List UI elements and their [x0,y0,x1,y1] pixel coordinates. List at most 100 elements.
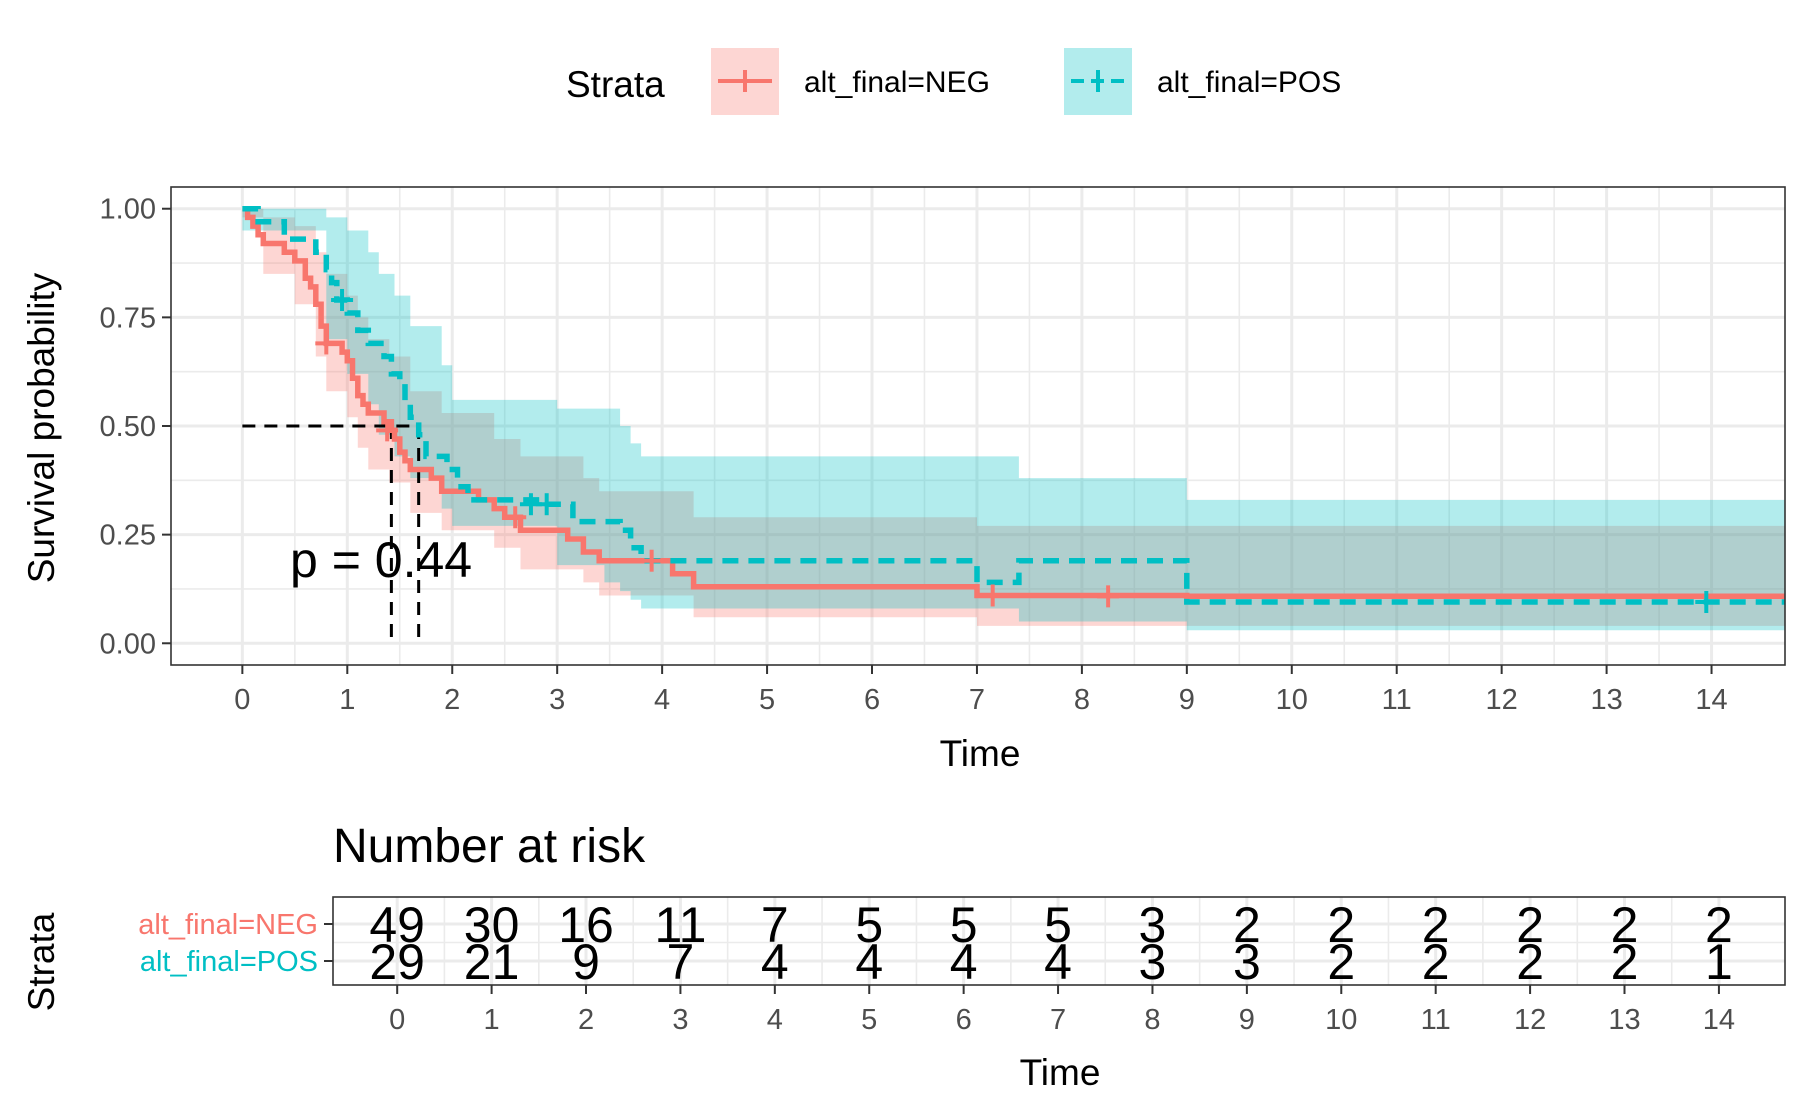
censor-mark-pos [1695,590,1718,613]
risk-count-pos: 9 [572,934,600,990]
risk-count-neg: 5 [855,897,883,953]
y-axis-ticks: 0.00 0.25 0.50 0.75 1.00 [100,194,171,660]
risk-x-axis-ticks: 0 1 2 3 4 5 6 7 8 9 10 11 12 13 14 [389,985,1735,1036]
y-axis-title: Survival probability [21,272,62,583]
x-tick-label: 7 [969,684,985,716]
legend-label-pos: alt_final=POS [1157,66,1341,99]
x-tick-label: 8 [1074,684,1090,716]
censor-mark-neg [981,584,1004,607]
risk-x-tick-label: 9 [1239,1004,1255,1036]
risk-row-label-pos: alt_final=POS [140,946,318,978]
risk-x-tick-label: 14 [1703,1004,1735,1036]
risk-x-tick-label: 2 [578,1004,594,1036]
x-tick-label: 2 [444,684,460,716]
x-tick-label: 6 [864,684,880,716]
risk-x-tick-label: 8 [1144,1004,1160,1036]
survival-curve-pos [242,205,1785,605]
risk-count-pos: 3 [1233,934,1261,990]
risk-x-tick-label: 4 [767,1004,783,1036]
risk-count-neg: 2 [1611,897,1639,953]
risk-table-title: Number at risk [333,820,646,873]
risk-x-tick-label: 11 [1421,1004,1451,1036]
risk-x-tick-label: 7 [1050,1004,1066,1036]
x-axis-title: Time [940,733,1021,774]
risk-count-pos: 2 [1327,934,1355,990]
risk-table-values: 49 30 16 11 7 5 5 5 3 2 2 2 2 2 229 21 9 7 4 4 4 4 3 3 2 2 2 2 1 [369,897,1732,990]
risk-table-grid [333,897,1785,985]
risk-x-tick-label: 1 [484,1004,500,1036]
censor-mark-pos [331,288,354,311]
censor-mark-neg [504,506,527,529]
x-tick-label: 1 [339,684,355,716]
risk-x-tick-label: 3 [672,1004,688,1036]
risk-count-pos: 2 [1516,934,1544,990]
risk-x-tick-label: 10 [1325,1004,1357,1036]
x-axis-ticks: 0 1 2 3 4 5 6 7 8 9 10 11 12 13 14 [234,665,1728,716]
risk-count-pos: 4 [855,934,883,990]
censor-mark-neg [1097,585,1120,608]
x-tick-label: 0 [234,684,250,716]
risk-count-neg: 5 [1044,897,1072,953]
censor-mark-neg [640,549,663,572]
risk-x-axis-title: Time [1020,1052,1101,1093]
risk-count-neg: 2 [1705,897,1733,953]
risk-count-pos: 2 [1611,934,1639,990]
legend-label-neg: alt_final=NEG [804,66,990,99]
risk-count-pos: 4 [1044,934,1072,990]
risk-count-neg: 2 [1327,897,1355,953]
risk-count-pos: 21 [464,934,520,990]
confidence-band-pos [242,208,1785,631]
y-tick-label: 0.75 [100,302,156,334]
x-tick-label: 13 [1590,684,1622,716]
y-tick-label: 1.00 [100,194,156,226]
p-value-annotation: p = 0.44 [290,532,472,588]
risk-count-pos: 29 [369,934,425,990]
risk-count-neg: 2 [1233,897,1261,953]
x-tick-label: 4 [654,684,670,716]
legend-title: Strata [566,64,665,105]
confidence-band-neg [242,208,1785,626]
risk-row-labels: alt_final=NEG alt_final=POS [138,909,333,978]
risk-count-neg: 5 [950,897,978,953]
x-tick-label: 11 [1382,684,1412,716]
risk-row-label-neg: alt_final=NEG [138,909,318,941]
confidence-bands [242,208,1785,631]
censor-marks [315,288,1718,613]
risk-table: Number at risk 49 30 16 11 7 5 5 5 3 2 2 2 2 2 229 21 9 7… [21,820,1786,1093]
risk-y-axis-title: Strata [21,912,62,1011]
risk-count-neg: 2 [1422,897,1450,953]
risk-x-tick-label: 5 [861,1004,877,1036]
risk-count-pos: 2 [1422,934,1450,990]
risk-count-neg: 49 [369,897,425,953]
risk-count-pos: 4 [950,934,978,990]
risk-x-tick-label: 13 [1608,1004,1640,1036]
risk-count-neg: 2 [1516,897,1544,953]
risk-count-pos: 7 [667,934,695,990]
x-tick-label: 14 [1695,684,1727,716]
risk-count-pos: 4 [761,934,789,990]
y-tick-label: 0.50 [100,411,156,443]
x-tick-label: 5 [759,684,775,716]
y-tick-label: 0.00 [100,628,156,660]
risk-x-tick-label: 12 [1514,1004,1546,1036]
censor-mark-neg [315,332,338,355]
legend: Strata alt_final=NEG alt_final=POS [566,48,1341,115]
risk-x-tick-label: 6 [956,1004,972,1036]
censor-mark-neg [376,419,399,442]
median-lines [242,424,421,644]
x-tick-label: 12 [1486,684,1518,716]
x-tick-label: 3 [549,684,565,716]
risk-count-neg: 11 [654,897,706,953]
risk-count-pos: 3 [1139,934,1167,990]
risk-count-pos: 1 [1705,934,1733,990]
risk-count-neg: 3 [1139,897,1167,953]
risk-count-neg: 7 [761,897,789,953]
x-tick-label: 9 [1179,684,1195,716]
risk-count-neg: 30 [464,897,520,953]
risk-x-tick-label: 0 [389,1004,405,1036]
y-tick-label: 0.25 [100,520,156,552]
x-tick-label: 10 [1276,684,1308,716]
censor-mark-pos [535,493,558,516]
